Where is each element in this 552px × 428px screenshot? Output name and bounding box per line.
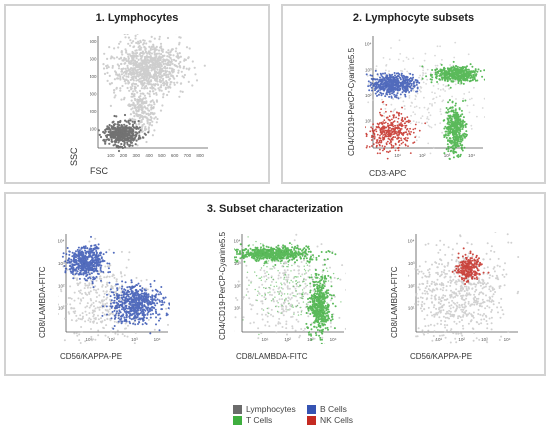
y-axis-label: CD4/CD19-PerCP-Cyanine5.5 xyxy=(347,47,356,156)
legend-label: Lymphocytes xyxy=(246,404,296,414)
y-tick-label: 10⁴ xyxy=(365,42,372,47)
y-tick-label: 10¹ xyxy=(58,306,65,311)
x-axis-label: CD56/KAPPA-PE xyxy=(410,352,473,361)
x-tick-label: 10³ xyxy=(481,337,488,342)
legend-item-t-cells: T Cells xyxy=(233,415,272,425)
events-background xyxy=(408,232,520,344)
legend-label: T Cells xyxy=(246,415,273,425)
legend-swatch xyxy=(233,404,242,414)
legend-swatch xyxy=(307,404,316,414)
x-tick-label: 10² xyxy=(458,337,465,342)
y-axis-label: CD8/LAMBDA-FITC xyxy=(38,266,47,338)
legend-swatch xyxy=(307,415,316,425)
events-cluster-t-cells-cd8 xyxy=(442,82,468,160)
scatter-plot-cd3-cd4cd19: 10¹ 10² 10³ 10⁴ 10¹ 10² 10³ 10⁴ xyxy=(365,36,485,160)
y-tick-label: 10³ xyxy=(365,67,372,72)
x-tick-label: 100 xyxy=(107,153,115,158)
events-cluster-monocytes xyxy=(120,80,163,147)
y-tick-label: 600 xyxy=(90,39,97,44)
y-tick-label: 100 xyxy=(90,127,97,132)
events-cluster-granulocytes xyxy=(102,34,206,113)
x-tick-label: 300 xyxy=(133,153,141,158)
y-tick-label: 10⁴ xyxy=(58,239,65,244)
panel-subset-characterization: 3. Subset characterization 10¹ 10² 10³ 10⁴ 1… xyxy=(4,192,546,376)
panel-lymphocyte-subsets: 2. Lymphocyte subsets 10¹ 10² 10³ 10⁴ 10¹ 10²… xyxy=(281,4,546,184)
y-tick-label: 10¹ xyxy=(408,306,415,311)
legend-item-lymphocytes: Lymphocytes xyxy=(233,404,296,414)
x-tick-label: 10³ xyxy=(444,153,451,158)
x-tick-label: 10¹ xyxy=(436,337,443,342)
events-cluster-b-lambda xyxy=(61,235,115,289)
x-tick-label: 600 xyxy=(171,153,179,158)
x-tick-label: 10¹ xyxy=(262,337,269,342)
events-cluster-nk-cells xyxy=(451,247,490,285)
events-scatter-t xyxy=(242,236,342,336)
x-tick-label: 10³ xyxy=(131,337,138,342)
y-tick-label: 10³ xyxy=(408,261,415,266)
y-axis-label: CD8/LAMBDA-FITC xyxy=(390,266,399,338)
legend-item-nk-cells: NK Cells xyxy=(307,415,353,425)
events-cluster-t-cd8 xyxy=(301,263,337,344)
x-axis-label: FSC xyxy=(90,166,108,176)
x-tick-label: 10² xyxy=(284,337,291,342)
y-tick-label: 10³ xyxy=(234,261,241,266)
legend-swatch xyxy=(233,415,242,425)
y-axis-label: SSC xyxy=(69,147,79,166)
legend: Lymphocytes B Cells T Cells NK Cells xyxy=(233,404,383,426)
x-tick-label: 700 xyxy=(184,153,192,158)
x-tick-label: 10⁴ xyxy=(468,153,475,158)
scatter-plot-cd56-cd8: 10¹ 10² 10³ 10⁴ 10¹ 10² 10³ 10⁴ xyxy=(58,234,170,344)
x-tick-label: 200 xyxy=(120,153,128,158)
y-tick-label: 10³ xyxy=(58,261,65,266)
legend-label: NK Cells xyxy=(320,415,354,425)
y-tick-label: 10⁴ xyxy=(408,239,415,244)
x-tick-label: 10² xyxy=(108,337,115,342)
events-cluster-t-cd4 xyxy=(234,242,337,266)
scatter-plot-fsc-ssc: 100 200 300 400 500 600 700 800 100 200 300 400 500 6… xyxy=(90,34,208,158)
panel-title: 3. Subset characterization xyxy=(206,203,344,215)
events-cluster-t-cells-cd4 xyxy=(421,60,485,87)
x-tick-label: 10¹ xyxy=(394,153,401,158)
x-tick-label: 400 xyxy=(145,153,153,158)
x-axis-label: CD3-APC xyxy=(369,168,407,178)
events-cluster-nk-cells xyxy=(365,100,427,160)
legend-item-b-cells: B Cells xyxy=(307,404,347,414)
y-tick-label: 10² xyxy=(234,283,241,288)
panel-lymphocytes: 1. Lymphocytes 100 200 300 400 500 600 700 800 1… xyxy=(4,4,270,184)
y-tick-label: 400 xyxy=(90,74,97,79)
panel-title: 2. Lymphocyte subsets xyxy=(352,12,475,24)
x-tick-label: 500 xyxy=(158,153,166,158)
y-tick-label: 500 xyxy=(90,57,97,62)
legend-label: B Cells xyxy=(320,404,347,414)
x-axis-label: CD8/LAMBDA-FITC xyxy=(236,352,308,361)
x-axis-label: CD56/KAPPA-PE xyxy=(60,352,123,361)
panel-title: 1. Lymphocytes xyxy=(95,12,179,24)
y-tick-label: 300 xyxy=(90,92,97,97)
x-tick-label: 10² xyxy=(419,153,426,158)
events-cluster-b-kappa xyxy=(101,279,170,335)
events-background xyxy=(365,39,485,155)
y-tick-label: 10¹ xyxy=(365,118,372,123)
x-tick-label: 800 xyxy=(196,153,204,158)
y-tick-label: 10⁴ xyxy=(234,239,241,244)
y-tick-label: 200 xyxy=(90,109,97,114)
y-tick-label: 10¹ xyxy=(234,306,241,311)
x-tick-label: 10⁴ xyxy=(330,337,337,342)
x-tick-label: 10⁴ xyxy=(154,337,161,342)
events-cluster-lymphocytes xyxy=(97,113,150,153)
x-tick-label: 10¹ xyxy=(86,337,93,342)
y-tick-label: 10² xyxy=(365,93,372,98)
x-tick-label: 10⁴ xyxy=(504,337,511,342)
y-tick-label: 10² xyxy=(58,283,65,288)
events-cluster-b-cells xyxy=(365,69,421,100)
y-axis-label: CD4/CD19-PerCP-Cyanine5.5 xyxy=(218,231,227,340)
